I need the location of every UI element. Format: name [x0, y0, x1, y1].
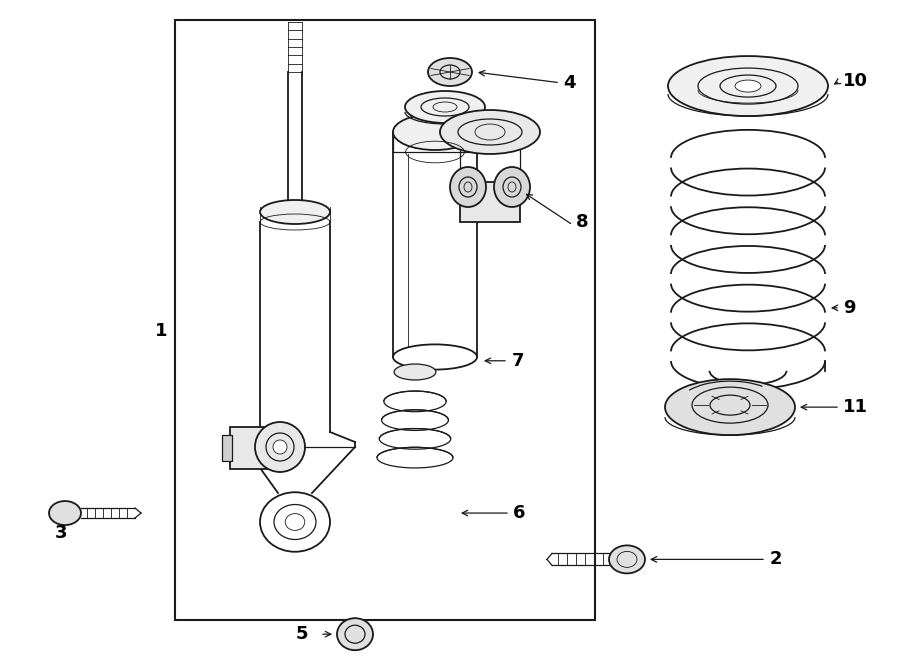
Ellipse shape [285, 514, 305, 530]
Ellipse shape [337, 618, 373, 650]
Text: 6: 6 [513, 504, 526, 522]
Text: 3: 3 [55, 524, 68, 542]
Bar [230, 427, 268, 469]
Text: 4: 4 [563, 73, 575, 92]
Text: 8: 8 [576, 213, 589, 231]
Text: 2: 2 [770, 550, 782, 569]
Text: 11: 11 [843, 398, 868, 416]
Text: 5: 5 [296, 625, 309, 643]
Bar [222, 435, 232, 461]
Ellipse shape [440, 110, 540, 154]
Text: 1: 1 [155, 322, 167, 340]
Ellipse shape [393, 344, 477, 369]
Ellipse shape [494, 167, 530, 207]
Ellipse shape [405, 91, 485, 123]
Ellipse shape [393, 114, 477, 150]
Ellipse shape [260, 493, 330, 551]
Ellipse shape [450, 167, 486, 207]
Ellipse shape [273, 440, 287, 454]
Text: 10: 10 [843, 71, 868, 90]
Ellipse shape [735, 80, 761, 92]
Ellipse shape [668, 56, 828, 116]
Ellipse shape [260, 200, 330, 224]
Bar [460, 182, 520, 222]
Ellipse shape [428, 58, 472, 86]
Text: 9: 9 [843, 299, 856, 317]
Ellipse shape [609, 545, 645, 573]
Ellipse shape [665, 379, 795, 435]
Bar [175, 20, 595, 620]
Ellipse shape [255, 422, 305, 472]
Ellipse shape [49, 501, 81, 525]
Text: 7: 7 [512, 352, 525, 370]
Ellipse shape [394, 364, 436, 380]
